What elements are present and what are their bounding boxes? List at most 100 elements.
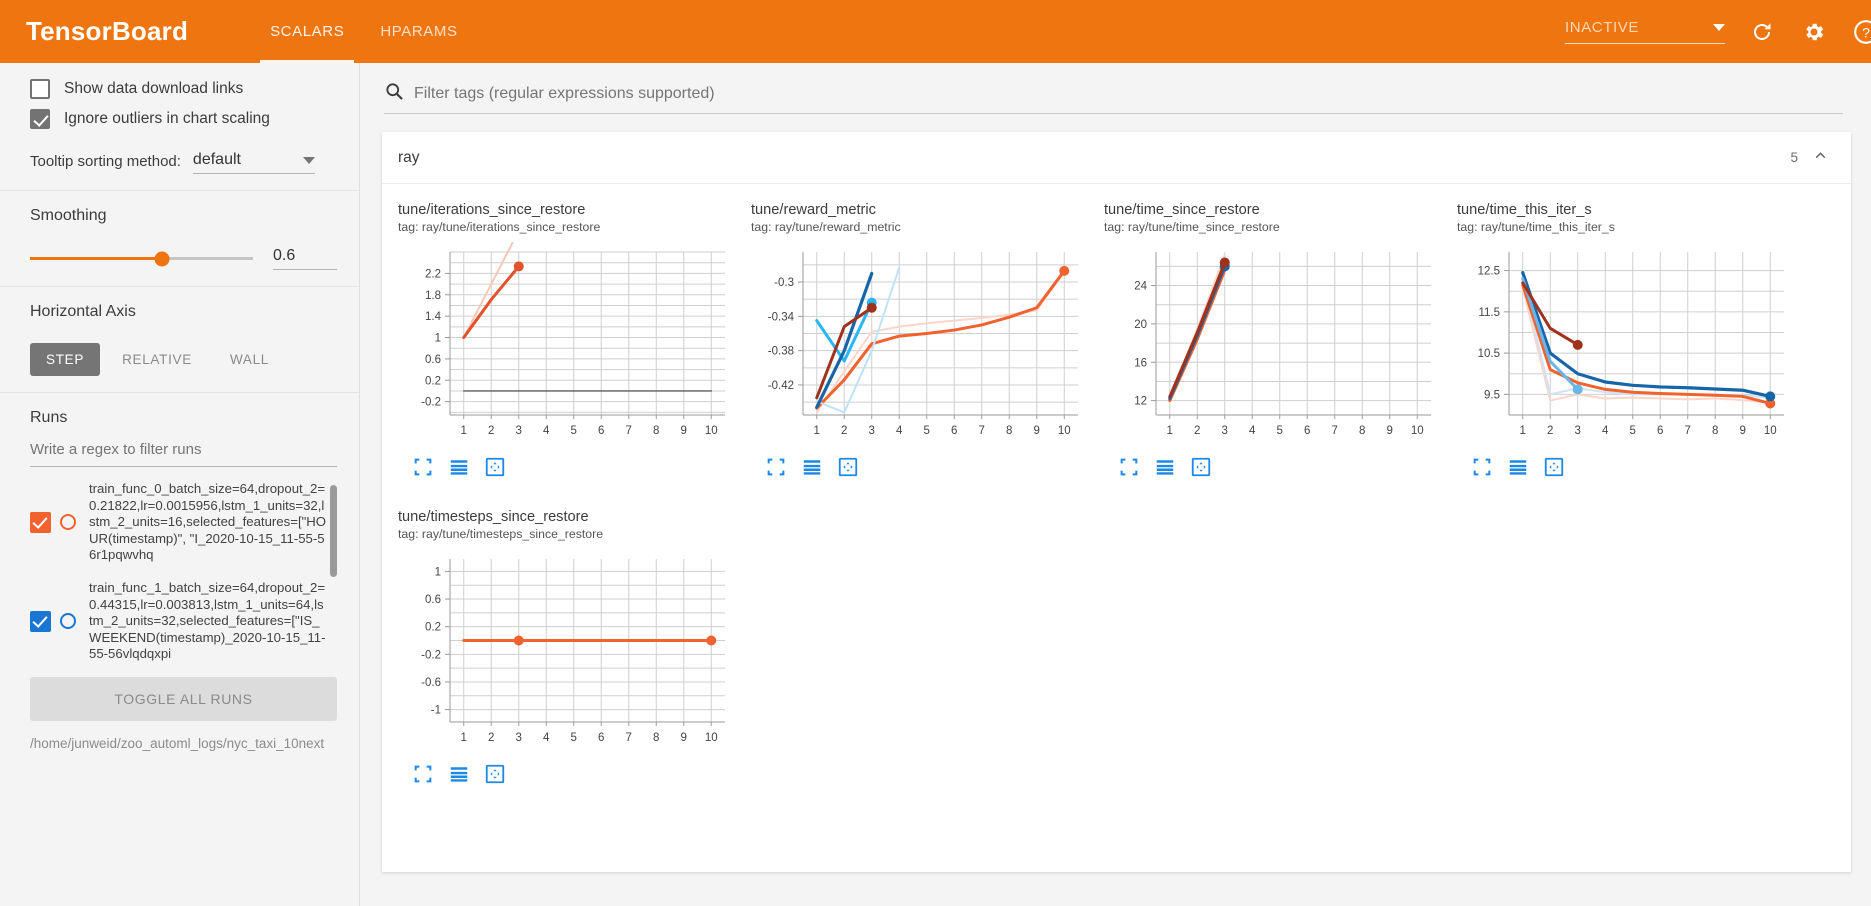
axis-option-relative[interactable]: RELATIVE [122, 352, 192, 367]
smoothing-slider[interactable] [30, 251, 253, 266]
nav-tabs: SCALARS HPARAMS [252, 0, 476, 63]
run-list-item[interactable]: train_func_1_batch_size=64,dropout_2=0.4… [30, 580, 327, 663]
svg-text:12.5: 12.5 [1478, 266, 1500, 278]
svg-text:6: 6 [951, 425, 957, 437]
svg-text:2: 2 [488, 732, 494, 744]
tooltip-sorting-row: Tooltip sorting method: default [30, 151, 337, 174]
axis-option-step[interactable]: STEP [30, 343, 101, 376]
toggle-y-axis-icon[interactable] [1507, 456, 1529, 483]
run-color-dot[interactable] [60, 613, 76, 630]
refresh-icon[interactable] [1747, 17, 1777, 47]
svg-text:10: 10 [1411, 425, 1424, 437]
svg-text:0.2: 0.2 [425, 622, 441, 634]
svg-text:8: 8 [1359, 425, 1365, 437]
chart-card: tune/time_this_iter_s tag: ray/tune/time_… [1457, 202, 1800, 483]
svg-text:-0.2: -0.2 [421, 397, 441, 409]
svg-text:1.4: 1.4 [425, 311, 442, 323]
tag-group-header[interactable]: ray 5 [382, 132, 1851, 184]
chart-plot[interactable]: -1 -0.6 -0.2 0.2 0.6 1 1 2 3 4 5 6 7 8 9 10 [398, 549, 741, 759]
chart-plot[interactable]: -0.2 0.2 0.6 1 1.4 1.8 2.2 1 2 3 4 5 6 7 8 9 10 [398, 229, 741, 452]
svg-text:8: 8 [653, 732, 659, 744]
help-icon[interactable]: ? [1851, 17, 1871, 47]
svg-text:2: 2 [841, 425, 847, 437]
fit-domain-icon[interactable] [412, 456, 434, 483]
tab-scalars[interactable]: SCALARS [252, 0, 362, 63]
expand-icon[interactable] [837, 456, 859, 483]
toggle-y-axis-icon[interactable] [448, 763, 470, 790]
run-status-select[interactable]: INACTIVE [1565, 19, 1725, 44]
horizontal-axis-options: STEP RELATIVE WALL [30, 343, 337, 376]
runs-label: Runs [30, 409, 68, 426]
chart-card: tune/iterations_since_restore tag: ray/tu… [398, 202, 741, 483]
chart-toolbar [412, 763, 741, 790]
smoothing-value[interactable]: 0.6 [273, 247, 337, 270]
tooltip-sorting-select[interactable]: default [192, 151, 315, 174]
svg-text:3: 3 [869, 425, 875, 437]
chart-tag: tag: ray/tune/time_since_restore [1104, 220, 1280, 234]
svg-text:5: 5 [571, 732, 577, 744]
main-content: ray 5 tune/iterations_since_restore tag: … [360, 63, 1871, 906]
chart-card: tune/reward_metric tag: ray/tune/reward_m… [751, 202, 1094, 483]
smoothing-section: Smoothing 0.6 [0, 191, 359, 287]
gear-icon[interactable] [1799, 17, 1829, 47]
smoothing-slider-thumb[interactable] [154, 251, 170, 266]
chart-plot[interactable]: 9.5 10.5 11.5 12.5 1 2 3 4 5 6 7 8 9 10 [1457, 242, 1800, 452]
svg-text:9: 9 [1034, 425, 1040, 437]
expand-icon[interactable] [484, 763, 506, 790]
chart-tag: tag: ray/tune/reward_metric [751, 220, 901, 234]
page-body: Show data download links Ignore outliers… [0, 63, 1871, 906]
chevron-down-icon [1713, 24, 1725, 31]
svg-text:10: 10 [1058, 425, 1071, 437]
svg-text:4: 4 [896, 425, 903, 437]
run-color-dot[interactable] [60, 514, 76, 531]
axis-option-wall[interactable]: WALL [229, 352, 269, 367]
fit-domain-icon[interactable] [1118, 456, 1140, 483]
search-icon [384, 81, 404, 106]
run-list-item[interactable]: train_func_0_batch_size=64,dropout_2=0.2… [30, 481, 327, 564]
run-checkbox[interactable] [30, 610, 51, 632]
svg-text:2: 2 [1194, 425, 1200, 437]
chevron-up-icon[interactable] [1812, 147, 1829, 168]
svg-text:9: 9 [681, 732, 687, 744]
svg-text:1: 1 [814, 425, 820, 437]
toggle-y-axis-icon[interactable] [1154, 456, 1176, 483]
expand-icon[interactable] [1190, 456, 1212, 483]
horizontal-axis-label: Horizontal Axis [30, 303, 136, 320]
svg-text:4: 4 [1602, 425, 1609, 437]
fit-domain-icon[interactable] [1471, 456, 1493, 483]
svg-text:-0.2: -0.2 [421, 649, 441, 661]
toggle-all-runs-button[interactable]: TOGGLE ALL RUNS [30, 677, 337, 721]
expand-icon[interactable] [484, 456, 506, 483]
checkbox-show-download-links[interactable]: Show data download links [30, 79, 337, 99]
checkbox-ignore-outliers[interactable]: Ignore outliers in chart scaling [30, 109, 337, 129]
toggle-y-axis-icon[interactable] [801, 456, 823, 483]
runs-list[interactable]: train_func_0_batch_size=64,dropout_2=0.2… [30, 481, 337, 671]
display-options-section: Show data download links Ignore outliers… [0, 63, 359, 191]
toggle-y-axis-icon[interactable] [448, 456, 470, 483]
svg-text:1: 1 [461, 732, 467, 744]
tag-filter-box[interactable] [384, 81, 1843, 114]
run-checkbox[interactable] [30, 511, 51, 533]
svg-text:3: 3 [516, 732, 522, 744]
svg-text:4: 4 [543, 732, 550, 744]
svg-text:7: 7 [626, 732, 632, 744]
tab-hparams[interactable]: HPARAMS [380, 23, 458, 40]
settings-sidebar: Show data download links Ignore outliers… [0, 63, 360, 906]
svg-text:11.5: 11.5 [1478, 307, 1500, 319]
chart-plot[interactable]: 12 16 20 24 1 2 3 4 5 6 7 8 9 10 [1104, 242, 1447, 452]
run-label: train_func_0_batch_size=64,dropout_2=0.2… [89, 481, 327, 563]
svg-text:9: 9 [1740, 425, 1746, 437]
fit-domain-icon[interactable] [412, 763, 434, 790]
chart-toolbar [412, 456, 741, 483]
tag-filter-input[interactable] [404, 84, 1843, 103]
runs-filter-input[interactable] [30, 435, 337, 467]
fit-domain-icon[interactable] [765, 456, 787, 483]
expand-icon[interactable] [1543, 456, 1565, 483]
runs-list-scrollbar[interactable] [330, 485, 337, 577]
chart-plot[interactable]: -0.42 -0.38 -0.34 -0.3 1 2 3 4 5 6 7 8 9 10 [751, 242, 1094, 452]
svg-text:0.2: 0.2 [425, 375, 441, 387]
svg-text:12: 12 [1134, 396, 1147, 408]
svg-text:3: 3 [1222, 425, 1228, 437]
svg-text:9: 9 [681, 425, 687, 437]
smoothing-row: 0.6 [30, 247, 337, 270]
